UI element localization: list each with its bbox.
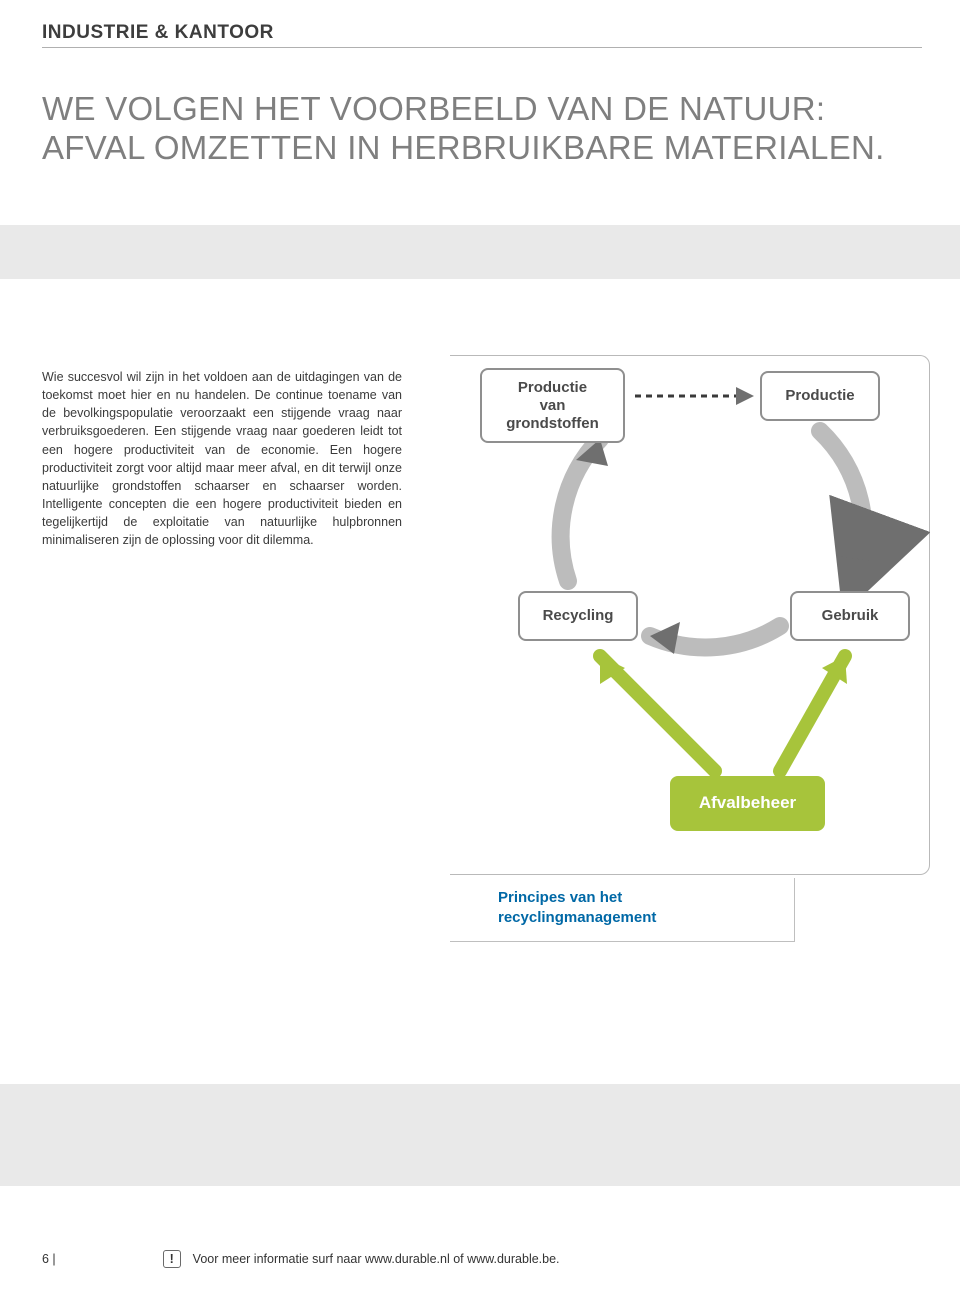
node-productie: Productie xyxy=(760,371,880,421)
page-number: 6 | xyxy=(42,1252,56,1266)
title-line-1: WE VOLGEN HET VOORBEELD VAN DE NATUUR: xyxy=(42,90,885,129)
decorative-bar-top xyxy=(0,225,960,279)
decorative-bar-bottom xyxy=(0,1084,960,1186)
diagram-recycling-cycle: Productievangrondstoffen Productie Recyc… xyxy=(450,355,930,875)
node-grondstoffen: Productievangrondstoffen xyxy=(480,368,625,443)
page-title: WE VOLGEN HET VOORBEELD VAN DE NATUUR: A… xyxy=(42,90,885,168)
header-category: INDUSTRIE & KANTOOR xyxy=(42,22,922,48)
info-icon: ! xyxy=(163,1250,181,1268)
body-paragraph: Wie succesvol wil zijn in het voldoen aa… xyxy=(42,368,402,549)
footer-info-text: Voor meer informatie surf naar www.durab… xyxy=(193,1252,560,1266)
diagram-caption: Principes van hetrecyclingmanagement xyxy=(450,878,795,942)
node-afvalbeheer: Afvalbeheer xyxy=(670,776,825,831)
node-recycling: Recycling xyxy=(518,591,638,641)
footer: 6 | ! Voor meer informatie surf naar www… xyxy=(42,1250,922,1268)
node-gebruik: Gebruik xyxy=(790,591,910,641)
title-line-2: AFVAL OMZETTEN IN HERBRUIKBARE MATERIALE… xyxy=(42,129,885,168)
